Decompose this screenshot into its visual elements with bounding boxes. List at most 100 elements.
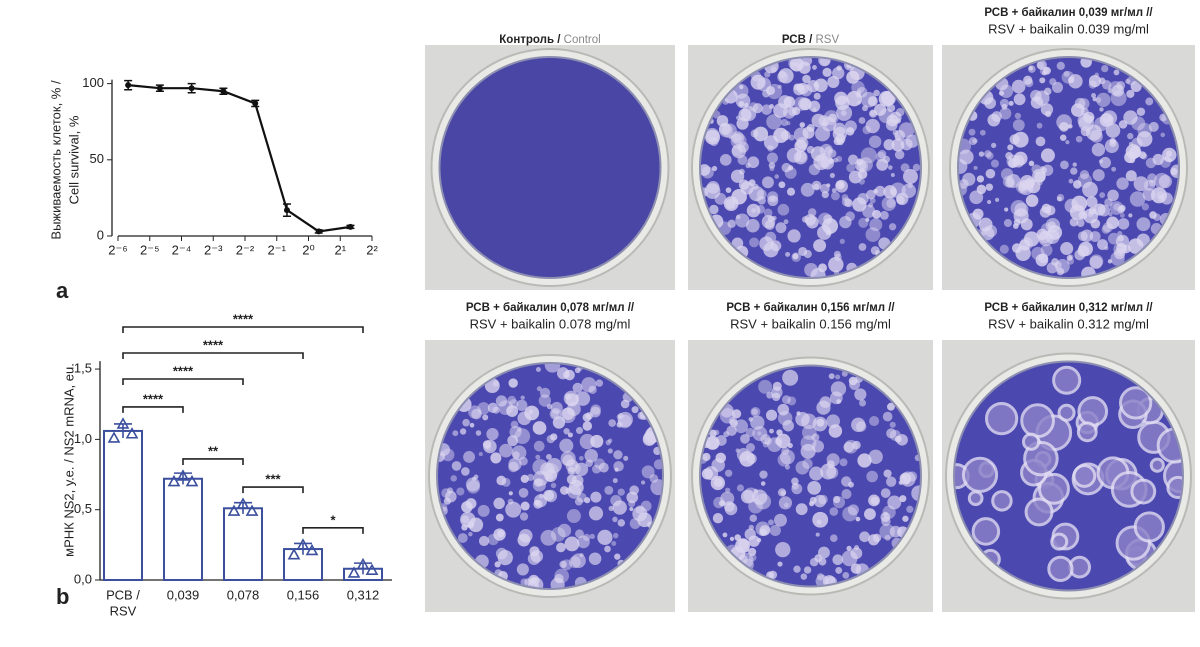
plaque: [718, 123, 733, 138]
data-point: [125, 427, 139, 439]
plaque: [967, 490, 984, 507]
plaque: [462, 418, 470, 427]
plaque: [846, 545, 852, 552]
plaque: [731, 145, 743, 157]
plaque: [540, 529, 557, 546]
plaque: [566, 509, 581, 524]
plaque: [767, 195, 779, 207]
plaque: [1074, 97, 1086, 109]
plaque: [516, 399, 528, 412]
plaque: [1126, 89, 1135, 98]
plaque: [746, 218, 760, 233]
plaque: [1116, 177, 1129, 190]
plaque: [862, 204, 876, 218]
plaque: [499, 443, 513, 458]
plaque: [1024, 78, 1034, 88]
plaque: [846, 70, 860, 84]
bar: [163, 477, 203, 581]
plaque: [1117, 218, 1130, 230]
plaque: [1018, 182, 1027, 192]
plaque: [748, 102, 759, 112]
plaque: [574, 367, 581, 374]
plaque: [807, 480, 822, 495]
plaque: [809, 466, 824, 481]
plaque: [773, 513, 787, 527]
point: [347, 223, 354, 230]
plaque: [898, 480, 904, 485]
plaque: [832, 66, 845, 80]
plaque: [1072, 162, 1077, 167]
plaque: [571, 553, 586, 569]
plaque: [1117, 205, 1125, 214]
plaque: [450, 475, 457, 482]
image-caption: РСВ / RSV: [782, 34, 840, 46]
plaque: [896, 434, 908, 446]
plaque: [769, 166, 775, 172]
point: [125, 82, 132, 89]
line: [128, 84, 351, 233]
plaque: [612, 532, 619, 539]
plaque: [858, 178, 865, 185]
point: [252, 100, 259, 107]
plaque: [1012, 223, 1019, 229]
plaque: [841, 194, 849, 201]
data-point: [167, 474, 181, 487]
plaque: [589, 533, 595, 540]
plaque: [1068, 178, 1074, 184]
x-tick-label: 2⁻⁶: [108, 242, 127, 257]
plaque: [520, 501, 530, 511]
plaque: [761, 176, 774, 189]
plaque: [969, 190, 984, 205]
plaque: [971, 517, 1001, 546]
plaque: [737, 154, 748, 165]
plaque: [842, 572, 850, 579]
plaque: [873, 89, 880, 97]
plaque: [889, 421, 896, 428]
plaque: [787, 396, 797, 406]
plaque: [814, 554, 823, 563]
plaque: [777, 203, 790, 216]
plaque: [756, 537, 762, 543]
plaque: [1004, 207, 1009, 212]
plaque: [985, 183, 994, 191]
image-caption: RSV + baikalin 0.312 mg/ml: [988, 316, 1149, 331]
point: [283, 207, 290, 214]
plaque: [495, 395, 508, 407]
plaque: [530, 577, 538, 584]
plaque: [865, 217, 870, 222]
plaque: [1009, 134, 1020, 145]
plaque: [487, 533, 499, 546]
plaque: [746, 203, 761, 218]
plaque: [786, 121, 791, 126]
plaque: [579, 455, 584, 461]
bar: [103, 429, 143, 581]
plaque: [1068, 124, 1073, 129]
plaque: [575, 426, 583, 435]
plaque: [517, 533, 531, 547]
plaque: [1105, 123, 1121, 138]
dish-edge: [957, 56, 1180, 279]
plaque: [737, 141, 749, 153]
plaque: [847, 504, 859, 516]
y-tick-label: 0,5: [74, 501, 92, 516]
plaque: [577, 535, 590, 549]
plaque: [846, 91, 862, 107]
plaque: [991, 111, 1003, 122]
plaque: [856, 158, 864, 166]
plaque: [1035, 136, 1046, 147]
plaque: [1107, 259, 1113, 264]
plaque: [729, 536, 735, 541]
plaque: [629, 506, 634, 512]
y-tick-label: 100: [82, 75, 104, 90]
plaque: [493, 528, 506, 541]
plaque: [1010, 200, 1027, 217]
plaque: [778, 496, 793, 510]
plaque: [984, 150, 992, 158]
plaque: [777, 488, 787, 497]
plaque: [1082, 181, 1098, 198]
plaque: [1101, 64, 1109, 73]
plaque: [465, 498, 477, 509]
dish-edge: [699, 56, 922, 279]
plaque: [860, 91, 877, 108]
